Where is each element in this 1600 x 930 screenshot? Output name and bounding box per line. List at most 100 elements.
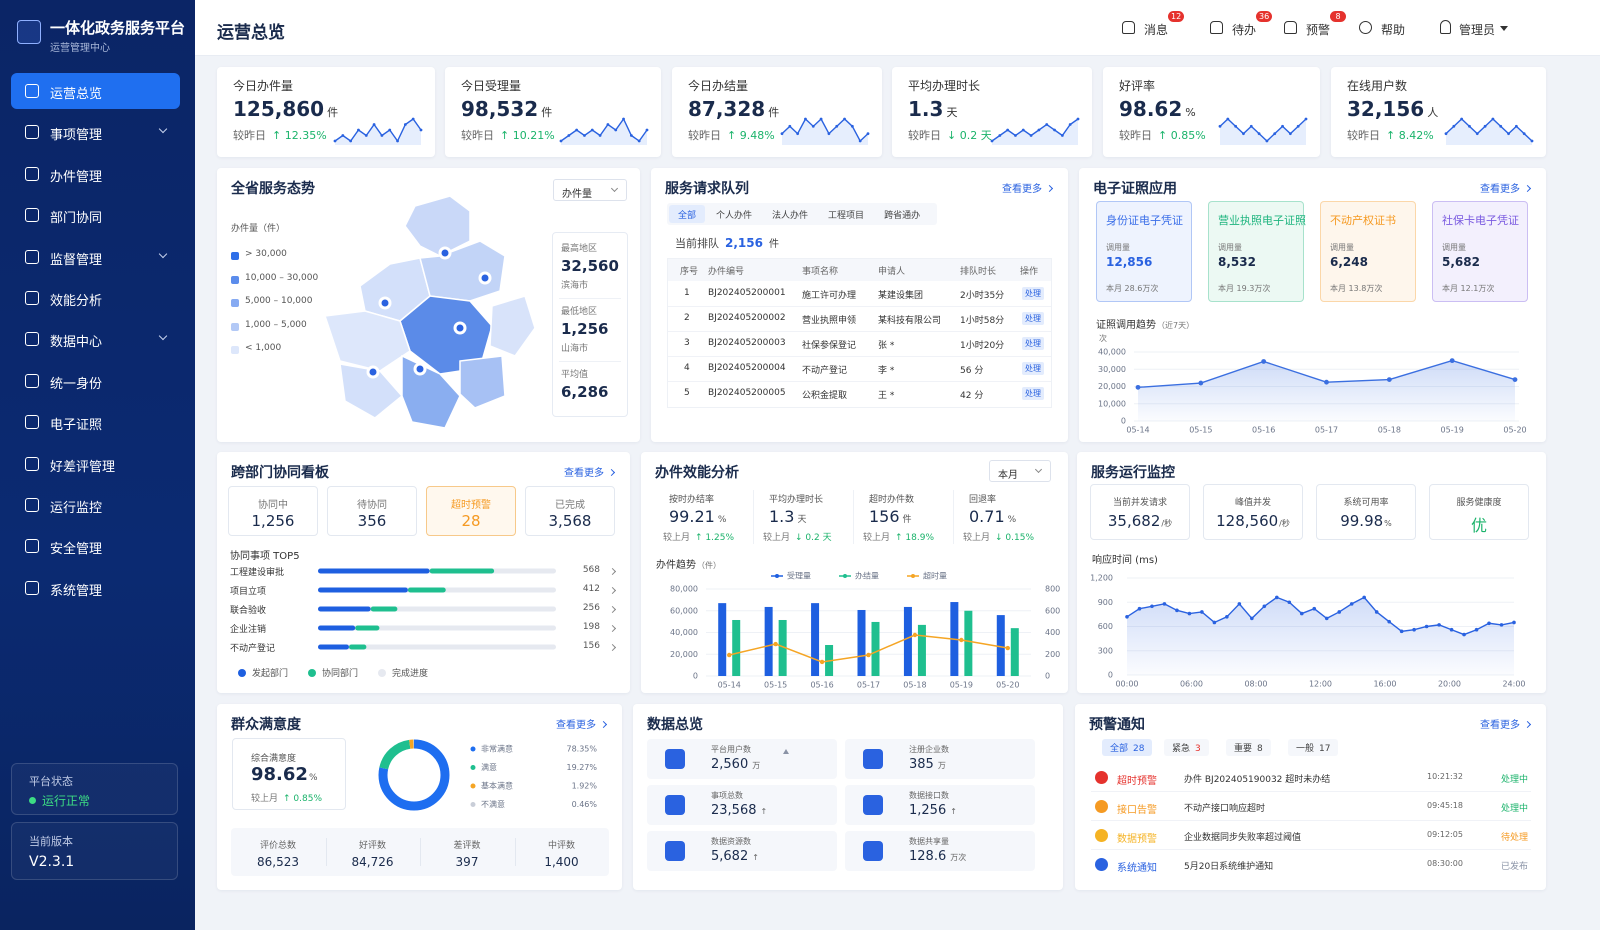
nav-item[interactable]: 帮助 [1359,18,1429,38]
item-value-row: 5,682 ↑ [711,849,759,864]
menu-item[interactable]: 数据中心 [11,321,180,357]
stat-label: 协同中 [258,500,288,511]
item-label: 事项总数 [711,791,743,800]
select[interactable]: 办件量 [553,179,627,201]
point [1512,377,1518,382]
queue-value: 2,156 [725,236,763,250]
sparkline-point [1530,139,1534,143]
chart-title: 办件趋势 [656,560,696,571]
action-button[interactable]: 处理 [1022,287,1044,300]
more-link[interactable]: 查看更多 [564,464,614,479]
cell: 2 [684,313,690,323]
menu-item[interactable]: 效能分析 [11,280,180,316]
bar [718,603,727,676]
nav-item[interactable]: 消息 12 [1122,11,1192,38]
chevron [158,332,168,341]
menu-item[interactable]: 运行监控 [11,487,180,523]
tab[interactable]: 工程项目 [828,211,865,221]
menu-item[interactable]: 事项管理 [11,114,180,150]
value-label: 256 [582,603,600,613]
menu-label: 事项管理 [50,128,103,144]
cell: BJ202405200004 [708,363,786,373]
sparkline-point [835,124,839,128]
menu-item[interactable]: 办件管理 [11,156,180,192]
point [1512,620,1516,625]
tab[interactable]: 法人办件 [772,211,809,221]
action-button[interactable]: 处理 [1022,312,1044,325]
point [1462,632,1466,637]
status-value: 运行正常 [42,794,91,808]
cell: 3 [684,338,690,348]
more-link[interactable]: 查看更多 [1480,716,1530,731]
menu-item[interactable]: 电子证照 [11,404,180,440]
more-link[interactable]: 查看更多 [556,716,606,731]
chevron [610,184,619,193]
tab[interactable]: 全部 [669,205,706,223]
bar [732,619,741,676]
item-unit: ↑ [752,853,759,862]
tab-label: 全部 [1110,744,1129,754]
menu-item[interactable]: 部门协同 [11,197,180,233]
month-count: 本月 19.3万次 [1218,284,1271,293]
nav-item[interactable]: 预警 8 [1284,11,1354,38]
menu-item[interactable]: 运营总览 [11,73,180,109]
kpi-value: 87,328 [688,97,766,121]
tabs: 全部 个人办件 法人办件 工程项目 跨省通办 [667,203,937,225]
bar-segment [407,587,446,593]
item-unit: ↑ [950,807,957,816]
alert-tab[interactable]: 一般 17 [1288,739,1339,756]
more-link[interactable]: 查看更多 [1002,180,1052,195]
alert-time: 09:12:05 [1427,830,1463,839]
menu-item[interactable]: 统一身份 [11,363,180,399]
license-card: 身份证电子凭证 调用量 12,856 本月 28.6万次 [1096,201,1192,302]
category-label: 项目立项 [230,587,267,597]
alert-tab[interactable]: 紧急 3 [1164,739,1209,756]
sparkline-point [1296,124,1300,128]
user-menu[interactable]: 管理员 [1438,18,1518,38]
sparkline-point [1265,139,1269,143]
alert-tab[interactable]: 重要 8 [1226,739,1271,756]
legend-dot [775,574,779,578]
panel-title: 数据总览 [647,717,703,733]
sparkline [1219,118,1307,142]
kpi-compare-row: 较昨日 ↑ 10.21% [461,127,555,143]
legend-title: 办件量（件） [231,224,286,234]
menu-item[interactable]: 好差评管理 [11,446,180,482]
kpi-change: ↑ 8.42% [1386,129,1434,142]
menu-item[interactable]: 监督管理 [11,239,180,275]
row-divider [1091,849,1531,850]
sparkline-point [811,124,815,128]
legend-label: 10,000 – 30,000 [245,272,319,283]
action-button[interactable]: 处理 [1022,337,1044,350]
stat-unit: /秒 [1279,519,1290,528]
sparkline-point [637,139,641,143]
bar-segment [429,568,495,574]
point [1287,600,1292,605]
y-tick-label: 10,000 [1098,399,1126,408]
stat-value-row: 99.21% [669,507,726,526]
tab[interactable]: 个人办件 [716,211,753,221]
bar [917,624,926,676]
legend-swatch [231,275,239,284]
alert-icon [1095,858,1108,871]
select[interactable]: 本月 [989,460,1051,482]
panel-title: 办件效能分析 [655,465,739,481]
point [1225,615,1229,619]
track [318,644,556,650]
status-box: 平台状态 运行正常 [11,763,178,815]
menu-icon [25,373,39,388]
menu-label: 办件管理 [50,169,103,185]
menu-item[interactable]: 安全管理 [11,528,180,564]
tab[interactable]: 跨省通办 [884,211,921,221]
menu-label: 监督管理 [50,252,103,268]
action-button[interactable]: 处理 [1022,362,1044,375]
more-link[interactable]: 查看更多 [1480,180,1530,195]
nav-item[interactable]: 待办 36 [1210,11,1280,38]
bar [778,619,787,676]
point [1474,627,1479,632]
kpi-label: 好评率 [1119,79,1156,93]
menu-item[interactable]: 系统管理 [11,570,180,606]
alert-tab[interactable]: 全部 28 [1102,739,1153,756]
action-button[interactable]: 处理 [1022,387,1044,400]
sparkline-point [1257,132,1261,136]
